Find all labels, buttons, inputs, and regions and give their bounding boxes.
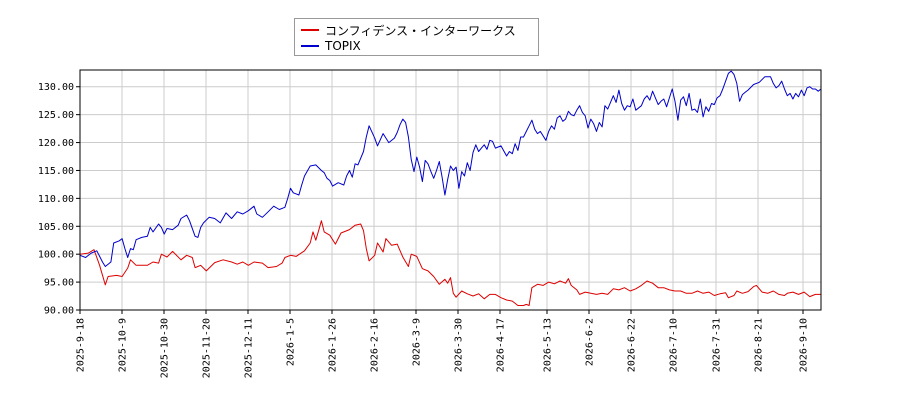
legend-label: TOPIX xyxy=(325,39,361,53)
legend-item-confidence-interworks: コンフィデンス・インターワークス xyxy=(301,22,516,38)
y-tick-label: 95.00 xyxy=(44,278,74,289)
x-tick-label: 2026-4-17 xyxy=(496,318,507,372)
x-tick-label: 2026-6-22 xyxy=(627,318,638,372)
x-tick-label: 2026-5-13 xyxy=(543,318,554,372)
x-tick-label: 2025-12-11 xyxy=(244,318,255,378)
x-tick-label: 2025-10-30 xyxy=(160,318,171,378)
x-tick-label: 2026-7-10 xyxy=(669,318,680,372)
axes xyxy=(79,69,822,311)
y-tick-label: 90.00 xyxy=(44,306,74,317)
y-tick-label: 120.00 xyxy=(38,138,74,149)
x-tick-label: 2025-9-18 xyxy=(76,318,87,372)
y-tick-label: 105.00 xyxy=(38,222,74,233)
x-tick-label: 2026-1-5 xyxy=(286,318,297,366)
x-tick-label: 2026-3-30 xyxy=(454,318,465,372)
grid xyxy=(79,70,821,311)
x-tick-label: 2025-11-20 xyxy=(202,318,213,378)
y-tick-label: 130.00 xyxy=(38,82,74,93)
legend: コンフィデンス・インターワークス TOPIX xyxy=(294,18,539,56)
y-tick-label: 115.00 xyxy=(38,166,74,177)
x-tick-label: 2026-8-21 xyxy=(754,318,765,372)
x-tick-label: 2026-9-10 xyxy=(799,318,810,372)
series-line-topix xyxy=(79,70,822,267)
legend-label: コンフィデンス・インターワークス xyxy=(325,23,516,38)
x-tick-label: 2026-3-9 xyxy=(412,318,423,366)
legend-item-topix: TOPIX xyxy=(301,38,361,54)
legend-swatch-blue xyxy=(301,45,319,47)
x-tick-label: 2025-10-9 xyxy=(118,318,129,372)
y-tick-label: 125.00 xyxy=(38,110,74,121)
series-line-confidence-interworks xyxy=(79,220,821,306)
y-axis-ticks: 90.00 95.00 100.00 105.00 110.00 115.00 120.00… xyxy=(38,82,80,317)
x-axis-ticks: 2025-9-18 2025-10-9 2025-10-30 2025-11-20 20… xyxy=(76,310,810,378)
plot-frame xyxy=(79,69,822,311)
y-tick-label: 110.00 xyxy=(38,194,74,205)
x-tick-label: 2026-2-16 xyxy=(370,318,381,372)
series-lines xyxy=(79,70,822,306)
x-tick-label: 2026-7-31 xyxy=(712,318,723,372)
x-tick-label: 2026-6-2 xyxy=(585,318,596,366)
x-tick-label: 2026-1-26 xyxy=(328,318,339,372)
legend-swatch-red xyxy=(301,29,319,31)
y-tick-label: 100.00 xyxy=(38,250,74,261)
